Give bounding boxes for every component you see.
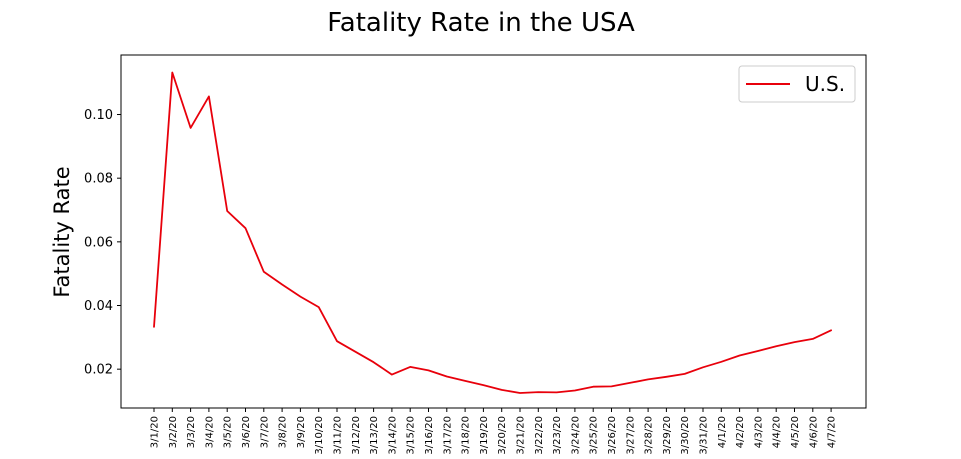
plot-frame: [120, 54, 867, 409]
x-tick-label: 3/29/20: [662, 416, 673, 455]
x-tick-label: 3/22/20: [534, 416, 545, 455]
x-tick-label: 4/3/20: [753, 416, 764, 448]
x-tick-label: 3/17/20: [442, 416, 453, 455]
y-tick-label: 0.02: [84, 363, 113, 378]
legend: U.S.: [738, 65, 856, 103]
x-tick-label: 3/3/20: [186, 416, 197, 448]
legend-box: [738, 65, 856, 103]
y-tick-label: 0.06: [84, 235, 113, 250]
x-tick-label: 3/31/20: [699, 416, 710, 455]
x-tick-label: 3/30/20: [680, 416, 691, 455]
x-tick-label: 3/6/20: [241, 416, 252, 448]
x-tick-label: 3/2/20: [168, 416, 179, 448]
legend-label: U.S.: [805, 72, 845, 96]
x-tick-label: 3/8/20: [278, 416, 289, 448]
x-tick-label: 3/21/20: [516, 416, 527, 455]
x-tick-label: 3/1/20: [150, 416, 161, 448]
x-tick-label: 3/12/20: [351, 416, 362, 455]
x-tick-label: 3/13/20: [369, 416, 380, 455]
x-tick-label: 3/7/20: [259, 416, 270, 448]
x-tick-label: 3/4/20: [204, 416, 215, 448]
x-tick-label: 3/28/20: [644, 416, 655, 455]
x-tick-label: 3/14/20: [387, 416, 398, 455]
x-tick-label: 3/9/20: [296, 416, 307, 448]
x-tick-label: 3/15/20: [406, 416, 417, 455]
x-tick-label: 3/18/20: [461, 416, 472, 455]
x-tick-label: 3/25/20: [589, 416, 600, 455]
x-tick-label: 3/23/20: [552, 416, 563, 455]
y-axis-label: Fatality Rate: [50, 166, 74, 297]
x-tick-label: 4/6/20: [808, 416, 819, 448]
y-tick-label: 0.04: [84, 299, 113, 314]
x-tick-label: 4/7/20: [827, 416, 838, 448]
y-tick-label: 0.10: [84, 108, 113, 123]
x-tick-label: 3/26/20: [607, 416, 618, 455]
x-tick-label: 3/10/20: [314, 416, 325, 455]
x-tick-label: 4/4/20: [772, 416, 783, 448]
x-tick-label: 3/19/20: [479, 416, 490, 455]
x-tick-label: 3/27/20: [625, 416, 636, 455]
x-tick-label: 3/20/20: [497, 416, 508, 455]
series-line-0: [153, 71, 832, 394]
y-tick-label: 0.08: [84, 172, 113, 187]
plot-area: 0.02 0.04 0.06 0.08 0.10 3/1/20 3/2/20 3/3/20 3/…: [84, 54, 867, 455]
x-tick-label: 4/2/20: [735, 416, 746, 448]
x-tick-label: 3/5/20: [223, 416, 234, 448]
x-tick-label: 3/24/20: [570, 416, 581, 455]
x-tick-label: 4/1/20: [717, 416, 728, 448]
x-tick-label: 4/5/20: [790, 416, 801, 448]
x-tick-label: 3/16/20: [424, 416, 435, 455]
x-tick-label: 3/11/20: [333, 416, 344, 455]
chart-title: Fatality Rate in the USA: [327, 8, 635, 38]
